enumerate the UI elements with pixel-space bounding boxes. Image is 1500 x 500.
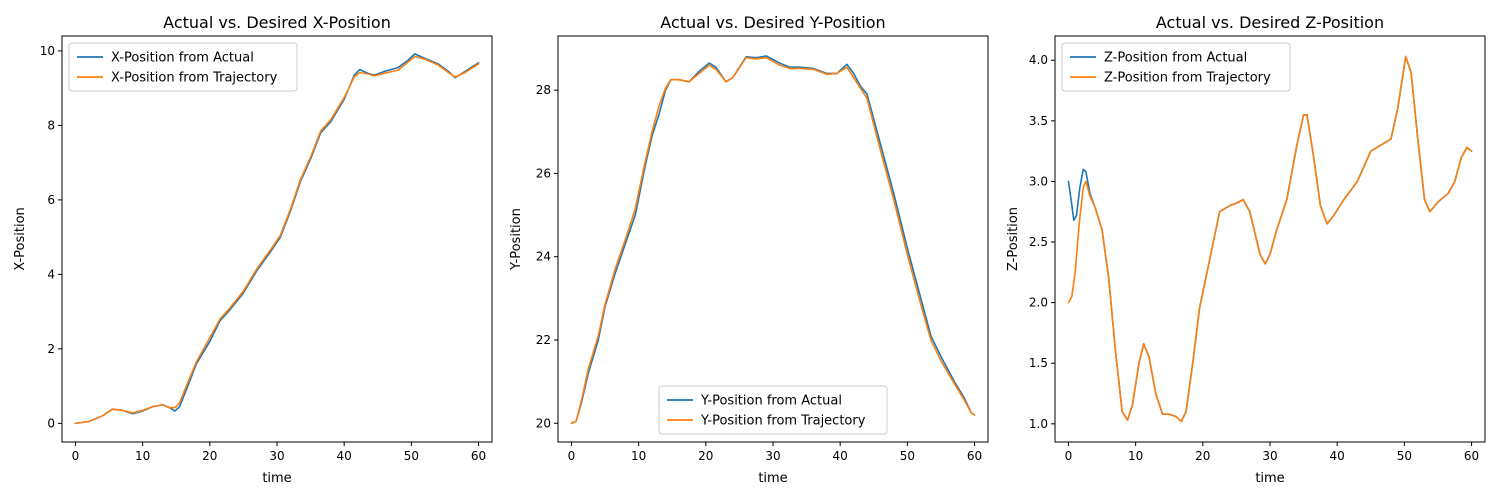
legend: Y-Position from Actual Y-Position from Tr…	[658, 385, 888, 435]
y-tick-label: 0	[47, 416, 55, 430]
y-tick-label: 3.0	[1029, 174, 1048, 188]
x-tick-label: 30	[765, 449, 780, 463]
y-tick-label: 2	[47, 342, 55, 356]
x-axis-label: time	[262, 471, 291, 486]
y-tick-label: 6	[47, 193, 55, 207]
y-tick-label: 3.5	[1029, 114, 1048, 128]
y-tick-label: 1.0	[1029, 417, 1048, 431]
x-tick-label: 60	[471, 449, 486, 463]
legend-label: X-Position from Actual	[111, 51, 254, 66]
legend-box	[658, 385, 888, 435]
series-line-actual	[570, 55, 976, 425]
x-tick-label: 60	[967, 449, 982, 463]
legend: Z-Position from Actual Z-Position from Tr…	[1061, 42, 1291, 92]
x-tick-label: 50	[1397, 449, 1412, 463]
x-tick-label: 50	[404, 449, 419, 463]
x-tick-label: 10	[135, 449, 150, 463]
x-tick-label: 30	[269, 449, 284, 463]
x-tick-label: 10	[1128, 449, 1143, 463]
legend-label: Z-Position from Trajectory	[1104, 71, 1271, 86]
series-line-trajectory	[74, 55, 480, 425]
chart-panel-3: 0 10 20 30 40 50 60 1.0 1.5 2.0 2.5 3.0 3.5 4.0 Actual…	[1006, 13, 1486, 486]
y-axis-label: X-Position	[13, 207, 28, 271]
y-tick-label: 28	[536, 83, 551, 97]
x-tick-label: 10	[631, 449, 646, 463]
y-tick-label: 2.5	[1029, 235, 1048, 249]
series-line-trajectory	[1067, 55, 1473, 423]
y-tick-label: 4	[47, 267, 55, 281]
x-tick-label: 20	[202, 449, 217, 463]
x-tick-label: 40	[1330, 449, 1345, 463]
legend-label: Y-Position from Trajectory	[700, 414, 866, 429]
legend: X-Position from Actual X-Position from Tr…	[68, 42, 298, 92]
series-line-actual	[74, 53, 480, 425]
chart-panel-2: 0 10 20 30 40 50 60 20 22 24 26 28 Actual vs. Desire…	[509, 13, 989, 486]
y-axis-label: Z-Position	[1006, 207, 1021, 271]
x-tick-label: 30	[1262, 449, 1277, 463]
series-line-actual	[1067, 55, 1473, 423]
chart-title: Actual vs. Desired Y-Position	[660, 13, 885, 32]
series-line-trajectory	[570, 56, 976, 425]
x-tick-label: 0	[72, 449, 80, 463]
x-tick-label: 20	[1195, 449, 1210, 463]
y-tick-label: 8	[47, 118, 55, 132]
x-tick-label: 0	[1065, 449, 1073, 463]
y-tick-label: 1.5	[1029, 356, 1048, 370]
chart-title: Actual vs. Desired Z-Position	[1156, 13, 1384, 32]
y-tick-label: 22	[536, 333, 551, 347]
y-tick-label: 2.0	[1029, 296, 1048, 310]
x-tick-label: 40	[833, 449, 848, 463]
y-axis-label: Y-Position	[509, 208, 524, 271]
y-tick-label: 4.0	[1029, 53, 1048, 67]
x-axis-label: time	[758, 471, 787, 486]
x-tick-label: 50	[900, 449, 915, 463]
x-tick-label: 20	[698, 449, 713, 463]
legend-box	[1061, 42, 1291, 92]
legend-box	[68, 42, 298, 92]
y-tick-label: 26	[536, 166, 551, 180]
axes-frame	[557, 35, 989, 443]
x-axis-label: time	[1255, 471, 1284, 486]
x-tick-label: 40	[337, 449, 352, 463]
legend-label: X-Position from Trajectory	[111, 71, 278, 86]
legend-label: Y-Position from Actual	[700, 394, 842, 409]
y-tick-label: 24	[536, 250, 551, 264]
chart-title: Actual vs. Desired X-Position	[163, 13, 391, 32]
x-tick-label: 60	[1464, 449, 1479, 463]
legend-label: Z-Position from Actual	[1104, 51, 1247, 66]
x-tick-label: 0	[568, 449, 576, 463]
chart-panel-1: 0 10 20 30 40 50 60 0 2 4 6 8 10 Actual vs. Desired X…	[13, 13, 493, 486]
y-tick-label: 10	[40, 44, 55, 58]
y-tick-label: 20	[536, 416, 551, 430]
